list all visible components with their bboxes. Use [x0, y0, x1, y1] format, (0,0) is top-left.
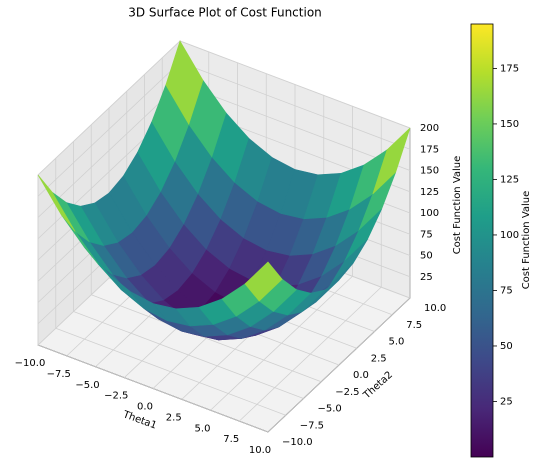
- chart-title: 3D Surface Plot of Cost Function: [128, 6, 322, 20]
- colorbar-tick-label: 50: [500, 341, 513, 352]
- surface-patch: [372, 127, 411, 195]
- x-tick-label: 7.5: [223, 434, 239, 445]
- colorbar-ticks: 25 50 75 100 125 150 175: [493, 63, 519, 407]
- z-tick-label: 25: [420, 272, 433, 283]
- y-tick-label: 5.0: [389, 337, 405, 348]
- x-tick-label: 10.0: [249, 445, 271, 456]
- x-tick-label: 2.5: [166, 412, 182, 423]
- surface: [37, 40, 411, 341]
- grid-line: [179, 83, 411, 171]
- y-tick-label: −2.5: [335, 387, 359, 398]
- y-tick-label: −7.5: [300, 420, 324, 431]
- x-tick-label: 5.0: [195, 423, 211, 434]
- z-tick-label: 50: [420, 251, 433, 262]
- z-tick-label: 150: [420, 166, 439, 177]
- colorbar-tick-label: 150: [500, 119, 519, 130]
- y-tick-label: 7.5: [406, 320, 422, 331]
- z-tick-label: 125: [420, 187, 439, 198]
- z-tick-label: 175: [420, 144, 439, 155]
- grid-line: [73, 311, 304, 399]
- z-axis-label: Cost Function Value: [452, 156, 463, 255]
- grid-line: [179, 40, 411, 129]
- colorbar-tick-label: 25: [500, 396, 513, 407]
- axis-labels: −10.0−7.5−5.0−2.50.02.55.07.510.0−10.0−7…: [15, 123, 447, 456]
- surface-patch: [244, 261, 283, 302]
- grid-line: [37, 344, 269, 433]
- colorbar-label: Cost Function Value: [521, 191, 532, 290]
- x-tick-label: −7.5: [47, 369, 71, 380]
- colorbar-tick-label: 100: [500, 230, 519, 241]
- y-tick-label: 10.0: [424, 303, 446, 314]
- surface-patch: [37, 174, 76, 232]
- grid-line: [55, 327, 286, 416]
- grid-line: [37, 83, 181, 218]
- colorbar-tick-label: 175: [500, 63, 519, 74]
- z-tick-label: 200: [420, 123, 439, 134]
- x-tick-label: −2.5: [104, 391, 128, 402]
- y-tick-label: −5.0: [318, 404, 342, 415]
- grid-line: [37, 61, 181, 197]
- grid-line: [91, 294, 322, 383]
- x-tick-label: −10.0: [15, 358, 46, 369]
- surface-patch: [165, 40, 204, 126]
- x-tick-label: 0.0: [137, 402, 153, 413]
- z-tick-label: 75: [420, 229, 433, 240]
- grid-line: [179, 61, 411, 150]
- y-tick-label: 2.5: [371, 353, 387, 364]
- colorbar-tick-label: 75: [500, 285, 513, 296]
- y-tick-label: −10.0: [282, 437, 313, 448]
- colorbar: [470, 23, 494, 458]
- y-tick-label: 0.0: [353, 370, 369, 381]
- grid-line: [37, 40, 181, 176]
- x-tick-label: −5.0: [75, 380, 99, 391]
- z-tick-label: 100: [420, 208, 439, 219]
- colorbar-tick-label: 125: [500, 174, 519, 185]
